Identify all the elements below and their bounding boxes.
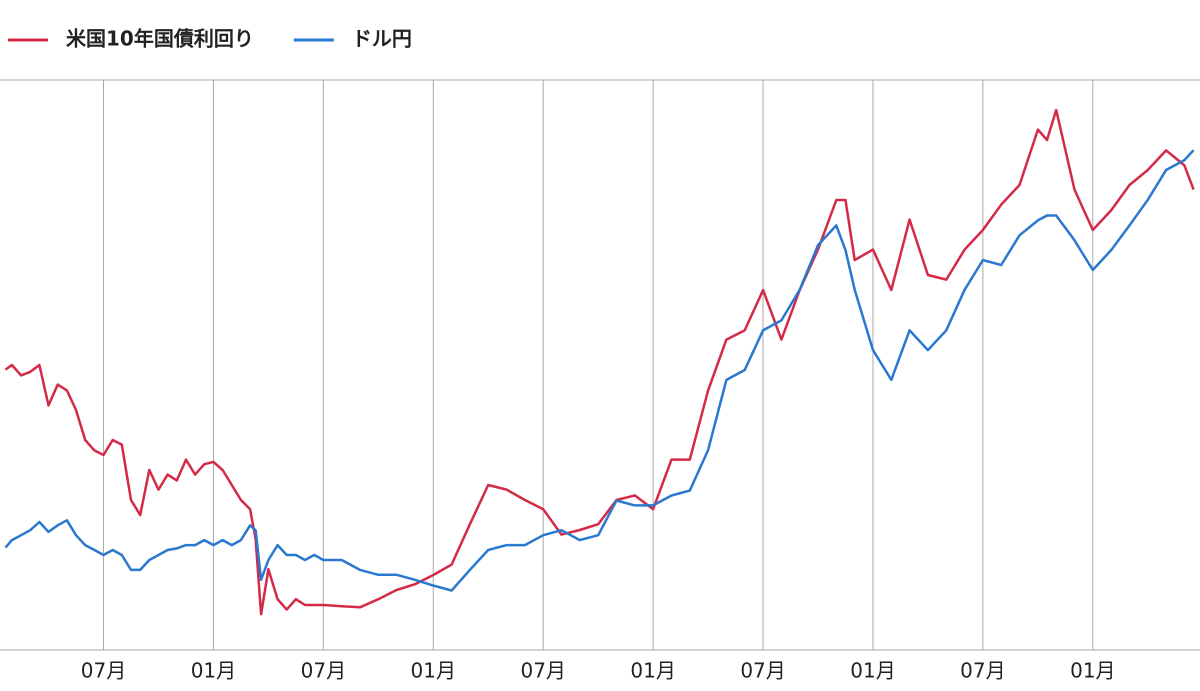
x-tick-label: 07月	[301, 659, 346, 683]
x-tick-label: 07月	[740, 659, 785, 683]
x-tick-label: 07月	[520, 659, 565, 683]
x-tick-label: 01月	[630, 659, 675, 683]
x-tick-label: 01月	[850, 659, 895, 683]
series-line	[4, 149, 1195, 592]
x-tick-label: 01月	[191, 659, 236, 683]
x-tick-label: 01月	[1070, 659, 1115, 683]
legend-label: ドル円	[352, 27, 412, 51]
series-line	[4, 108, 1195, 616]
x-tick-label: 07月	[81, 659, 126, 683]
x-tick-label: 01月	[411, 659, 456, 683]
legend-label: 米国10年国債利回り	[66, 27, 254, 51]
x-tick-label: 07月	[960, 659, 1005, 683]
